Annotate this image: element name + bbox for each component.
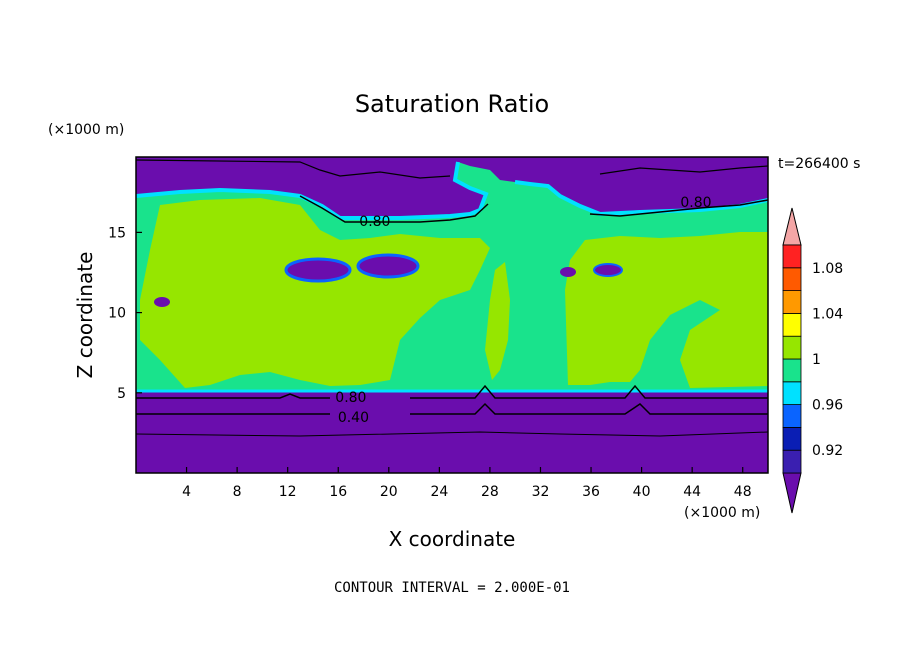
colorbar-swatch: [782, 244, 802, 269]
colorbar-upper-arrow: [782, 207, 802, 246]
dry-pocket-2: [356, 253, 420, 279]
dry-pocket-4: [154, 297, 170, 307]
dry-pocket-3: [593, 263, 623, 277]
x-tick-label: 16: [329, 484, 347, 500]
x-tick-label: 4: [182, 484, 191, 500]
colorbar-swatch: [782, 335, 802, 360]
contour-labels: 0.80 0.80 0.80 0.40: [335, 195, 711, 426]
plot-field: [136, 157, 768, 473]
contour-040: [136, 402, 768, 415]
contour-interval-note: CONTOUR INTERVAL = 2.000E-01: [334, 580, 570, 596]
contour-top: [136, 159, 768, 179]
x-tick-label: 32: [532, 484, 550, 500]
y-tick-label: 15: [108, 225, 126, 241]
patch-center: [485, 262, 510, 380]
x-tick-label: 20: [380, 484, 398, 500]
colorbar-swatch: [782, 358, 802, 383]
x-tick-label: 36: [582, 484, 600, 500]
x-unit-label: (×1000 m): [684, 505, 760, 521]
colorbar-swatch: [782, 449, 802, 474]
colorbar-label: 0.96: [812, 398, 843, 414]
colorbar-label: 1: [812, 352, 821, 368]
colorbar-label: 0.92: [812, 443, 843, 459]
colorbar-lower-arrow: [782, 472, 802, 514]
dry-pocket-1: [284, 257, 352, 283]
colorbar: 0.92 0.96 1 1.04 1.08: [782, 207, 843, 514]
y-axis-label: Z coordinate: [73, 252, 97, 379]
dry-pocket-5: [560, 267, 576, 277]
x-tick-label: 28: [481, 484, 499, 500]
contour-label: 0.80: [335, 390, 366, 406]
cyan-border: [136, 161, 768, 220]
x-tick-label: 44: [683, 484, 701, 500]
colorbar-swatch: [782, 267, 802, 291]
colorbar-swatch: [782, 426, 802, 451]
colorbar-label: 1.08: [812, 261, 843, 277]
y-tick-label: 10: [108, 306, 126, 322]
y-tick-label: 5: [117, 386, 126, 402]
contour-label: 0.80: [680, 195, 711, 211]
chart-title: Saturation Ratio: [355, 90, 549, 118]
colorbar-label: 1.04: [812, 306, 843, 322]
contour-080-lower: [136, 384, 768, 399]
x-tick-label: 8: [233, 484, 242, 500]
contour-label: 0.40: [338, 410, 369, 426]
colorbar-swatch: [782, 404, 802, 428]
x-tick-label: 24: [430, 484, 448, 500]
y-axis: 5 10 15: [108, 225, 142, 402]
x-tick-label: 48: [734, 484, 752, 500]
x-tick-label: 12: [279, 484, 297, 500]
colorbar-swatch: [782, 312, 802, 337]
contour-label: 0.80: [359, 214, 390, 230]
time-label: t=266400 s: [778, 156, 860, 172]
colorbar-swatch: [782, 381, 802, 405]
colorbar-swatch: [782, 290, 802, 314]
x-axis: 4 8 12 16 20 24 28 32 36 40 44 48: [182, 467, 752, 500]
x-axis-label: X coordinate: [389, 527, 516, 551]
y-unit-label: (×1000 m): [48, 122, 124, 138]
x-tick-label: 40: [633, 484, 651, 500]
contour-080-upper: [299, 195, 768, 223]
contour-020: [136, 431, 768, 437]
patch-left: [140, 198, 490, 388]
plot-frame: [135, 156, 769, 474]
